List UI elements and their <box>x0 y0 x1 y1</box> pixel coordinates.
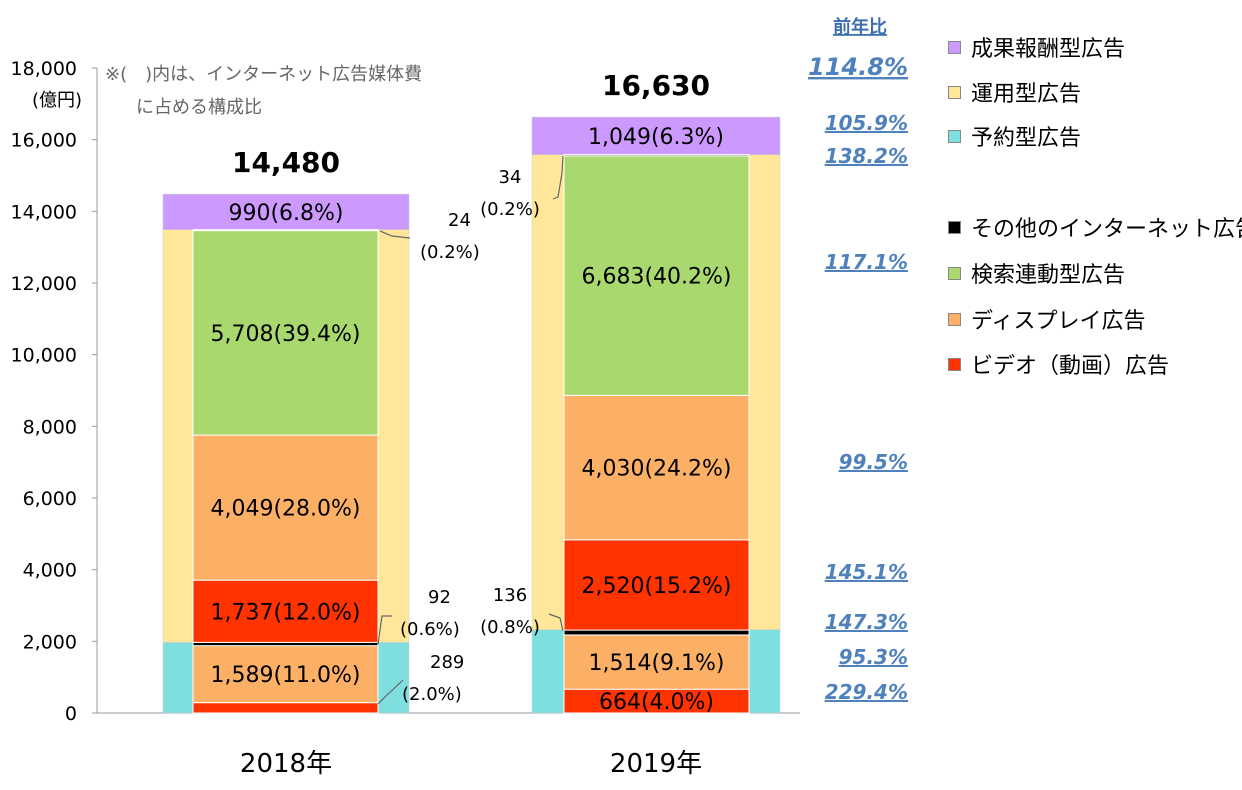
bar-segment <box>192 579 379 643</box>
bar-segment <box>192 229 379 232</box>
legend-label: その他のインターネット広告 <box>971 217 1242 242</box>
bar-segment <box>563 634 750 690</box>
data-label: 4,049(28.0%) <box>210 497 360 522</box>
bar-segment <box>563 394 750 541</box>
callout-label: (2.0%) <box>402 684 462 705</box>
callout-leader <box>548 613 564 632</box>
y-tick-label: 16,000 <box>11 130 77 152</box>
legend-label: 運用型広告 <box>971 82 1082 107</box>
legend-label: ディスプレイ広告 <box>971 309 1146 334</box>
callout-leader <box>377 615 392 645</box>
yoy-label: 105.9% <box>825 111 908 135</box>
callout-label: (0.6%) <box>400 619 460 640</box>
callout-label: 24 <box>448 210 471 231</box>
yoy-header: 前年比 <box>833 16 887 38</box>
y-tick-label: 14,000 <box>11 201 77 223</box>
data-label: 6,683(40.2%) <box>581 265 731 290</box>
legend-item-video: ビデオ（動画）広告 <box>948 348 1169 380</box>
y-tick-label: 6,000 <box>23 488 77 510</box>
data-label: 5,708(39.4%) <box>210 322 360 347</box>
legend-label: 予約型広告 <box>971 126 1082 151</box>
bar-segment <box>563 155 750 396</box>
data-label: 664(4.0%) <box>599 690 714 715</box>
note-text: に占める構成比 <box>136 97 262 118</box>
callout-label: 34 <box>499 167 522 188</box>
legend-label: 成果報酬型広告 <box>971 37 1126 62</box>
total-label: 14,480 <box>232 146 340 179</box>
note-text: ※( )内は、インターネット広告媒体費 <box>105 64 422 85</box>
y-tick-label: 10,000 <box>11 345 77 367</box>
bar-segment <box>531 116 781 155</box>
callout-label: 92 <box>428 587 451 608</box>
bar-segment <box>563 629 750 636</box>
data-label: 1,049(6.3%) <box>588 125 724 150</box>
legend-swatch <box>948 357 961 371</box>
x-tick-label: 2018年 <box>240 749 332 779</box>
callout-leader <box>379 230 411 239</box>
legend-item-reserved: 予約型広告 <box>948 120 1081 152</box>
y-tick-label: 0 <box>65 703 77 725</box>
data-label: 1,737(12.0%) <box>210 600 360 625</box>
bar-segment <box>192 434 379 581</box>
callout-label: 136 <box>493 585 527 606</box>
bar-segment <box>192 230 379 436</box>
x-tick-label: 2019年 <box>610 749 702 779</box>
legend-swatch <box>948 220 961 234</box>
legend-swatch <box>948 85 961 99</box>
bar-segment <box>563 154 750 157</box>
callout-label: (0.2%) <box>420 242 480 263</box>
yoy-label: 229.4% <box>825 680 908 704</box>
data-label: 990(6.8%) <box>228 201 343 226</box>
legend-label: 検索連動型広告 <box>971 263 1126 288</box>
callout-label: (0.2%) <box>480 199 540 220</box>
yoy-label: 114.8% <box>808 53 908 81</box>
yoy-label: 99.5% <box>839 450 908 474</box>
callout-leader <box>552 155 564 200</box>
legend-item-display: ディスプレイ広告 <box>948 303 1145 335</box>
y-tick-label: 8,000 <box>23 416 77 438</box>
data-label: 2,520(15.2%) <box>581 574 731 599</box>
data-label: 1,589(11.0%) <box>210 663 360 688</box>
bar-segment <box>162 193 410 230</box>
legend-item-performance: 成果報酬型広告 <box>948 31 1125 63</box>
yoy-label: 138.2% <box>825 144 908 168</box>
callout-leader <box>377 679 404 705</box>
yoy-label: 147.3% <box>825 610 908 634</box>
callout-label: 289 <box>430 652 464 673</box>
legend-label: ビデオ（動画）広告 <box>971 354 1170 379</box>
yoy-label: 117.1% <box>825 250 908 274</box>
legend-item-search: 検索連動型広告 <box>948 257 1125 289</box>
bar-segment <box>192 702 379 714</box>
legend-item-programmatic: 運用型広告 <box>948 76 1081 108</box>
yoy-label: 95.3% <box>839 645 908 669</box>
y-tick-label: 4,000 <box>23 560 77 582</box>
y-tick-label: 2,000 <box>23 631 77 653</box>
y-tick-label: 12,000 <box>11 273 77 295</box>
legend-swatch <box>948 40 961 54</box>
data-label: 4,030(24.2%) <box>581 457 731 482</box>
stacked-bar-chart: 0 2,000 4,000 6,000 8,000 10,000 12,000 14,000 1… <box>11 16 908 779</box>
legend-swatch <box>948 129 961 143</box>
y-tick-label: 18,000 <box>11 58 77 80</box>
y-axis-unit: (億円) <box>32 90 82 111</box>
callout-label: (0.8%) <box>480 617 540 638</box>
legend-swatch <box>948 266 961 280</box>
legend-swatch <box>948 312 961 326</box>
legend-item-other: その他のインターネット広告 <box>948 211 1242 243</box>
data-label: 1,514(9.1%) <box>588 651 724 676</box>
yoy-label: 145.1% <box>825 560 908 584</box>
total-label: 16,630 <box>602 69 710 102</box>
